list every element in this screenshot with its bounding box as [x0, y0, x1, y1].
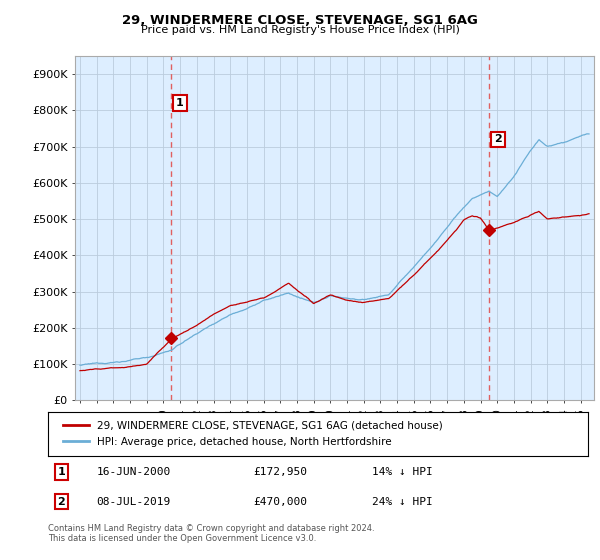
Text: 16-JUN-2000: 16-JUN-2000 — [97, 467, 171, 477]
Text: 2: 2 — [58, 497, 65, 507]
Text: Price paid vs. HM Land Registry's House Price Index (HPI): Price paid vs. HM Land Registry's House … — [140, 25, 460, 35]
Text: 1: 1 — [176, 98, 184, 108]
Text: 08-JUL-2019: 08-JUL-2019 — [97, 497, 171, 507]
Text: 1: 1 — [58, 467, 65, 477]
Legend: 29, WINDERMERE CLOSE, STEVENAGE, SG1 6AG (detached house), HPI: Average price, d: 29, WINDERMERE CLOSE, STEVENAGE, SG1 6AG… — [59, 417, 447, 451]
Text: 2: 2 — [494, 134, 502, 144]
Text: 24% ↓ HPI: 24% ↓ HPI — [372, 497, 433, 507]
Text: Contains HM Land Registry data © Crown copyright and database right 2024.
This d: Contains HM Land Registry data © Crown c… — [48, 524, 374, 543]
Text: £470,000: £470,000 — [253, 497, 307, 507]
Text: 14% ↓ HPI: 14% ↓ HPI — [372, 467, 433, 477]
Text: 29, WINDERMERE CLOSE, STEVENAGE, SG1 6AG: 29, WINDERMERE CLOSE, STEVENAGE, SG1 6AG — [122, 14, 478, 27]
Text: £172,950: £172,950 — [253, 467, 307, 477]
